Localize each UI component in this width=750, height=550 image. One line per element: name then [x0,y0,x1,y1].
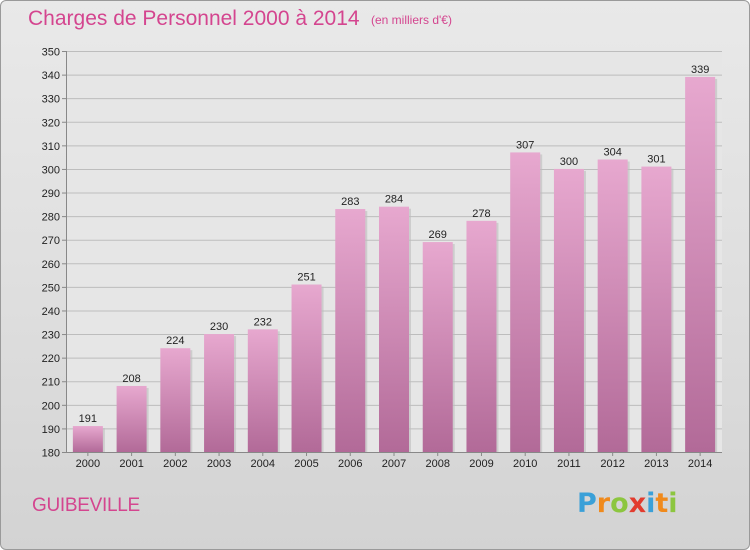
value-labels: 191 208 224 230 232 251 283 284 269 278 307 300 304 3… [79,64,710,425]
logo-letter: i [646,488,656,519]
logo-letter: P [577,488,597,519]
logo-letter: x [628,488,647,519]
bar-2008 [422,242,453,452]
value-label-2013: 301 [647,154,665,166]
x-tick-label: 2012 [600,458,624,470]
y-tick-label: 250 [42,282,60,294]
bar-2010 [510,152,541,452]
x-tick-label: 2008 [425,458,449,470]
value-label-2011: 300 [560,156,578,168]
value-label-2007: 284 [385,194,403,206]
x-tick-label: 2001 [119,458,143,470]
x-tick-label: 2003 [207,458,231,470]
chart-title: Charges de Personnel 2000 à 2014 [28,7,360,30]
y-tick-label: 230 [42,330,60,342]
x-tick-label: 2009 [469,458,493,470]
x-tick-label: 2013 [644,458,668,470]
x-tick-label: 2005 [294,458,318,470]
y-tick-label: 350 [42,47,60,59]
y-tick-label: 220 [42,353,60,365]
y-tick-label: 290 [42,188,60,200]
logo-letter: r [596,488,611,519]
y-tick-label: 180 [42,448,60,460]
axes: 180 190 200 210 220 230 240 250 260 270 280 290 300 3… [42,47,722,470]
value-label-2010: 307 [516,139,534,151]
x-tick-label: 2007 [382,458,406,470]
value-label-2004: 232 [254,316,272,328]
x-tick-label: 2011 [557,458,581,470]
x-tick-label: 2000 [76,458,100,470]
y-tick-label: 240 [42,306,60,318]
value-label-2005: 251 [297,272,315,284]
y-tick-label: 200 [42,400,60,412]
x-tick-label: 2004 [251,458,275,470]
bar-2000 [72,426,103,452]
bar-2013 [641,166,672,453]
value-label-2014: 339 [691,64,709,76]
value-label-2002: 224 [166,335,184,347]
y-tick-label: 310 [42,141,60,153]
x-tick-label: 2010 [513,458,537,470]
commune-name: GUIBEVILLE [32,495,140,516]
chart-unit-note: (en milliers d'€) [371,13,452,27]
bar-2014 [685,76,716,453]
y-tick-label: 300 [42,164,60,176]
value-label-2001: 208 [122,373,140,385]
bars [72,76,718,453]
value-label-2008: 269 [429,229,447,241]
bar-2003 [204,334,235,452]
bar-2001 [116,385,147,452]
x-tick-label: 2002 [163,458,187,470]
y-tick-label: 260 [42,259,60,271]
bar-2005 [291,284,322,452]
logo-letter: i [668,488,678,519]
y-tick-label: 320 [42,117,60,129]
y-tick-label: 280 [42,212,60,224]
bar-2002 [160,348,191,452]
value-label-2012: 304 [603,147,621,159]
logo-letter: t [655,488,669,519]
value-label-2003: 230 [210,321,228,333]
bar-2012 [597,159,628,452]
x-tick-label: 2014 [688,458,712,470]
bar-2006 [335,209,366,452]
proxiti-logo[interactable]: Proxiti [577,488,678,519]
y-tick-label: 340 [42,70,60,82]
bar-2007 [379,206,409,452]
y-tick-label: 330 [42,94,60,106]
value-label-2009: 278 [472,208,490,220]
value-label-2006: 283 [341,196,359,208]
y-tick-label: 210 [42,377,60,389]
bar-2004 [247,329,278,452]
x-tick-label: 2006 [338,458,362,470]
value-label-2000: 191 [79,413,97,425]
logo-letter: o [610,488,629,519]
y-tick-label: 190 [42,424,60,436]
bar-2009 [466,220,497,452]
y-tick-label: 270 [42,235,60,247]
bar-2011 [553,168,584,453]
